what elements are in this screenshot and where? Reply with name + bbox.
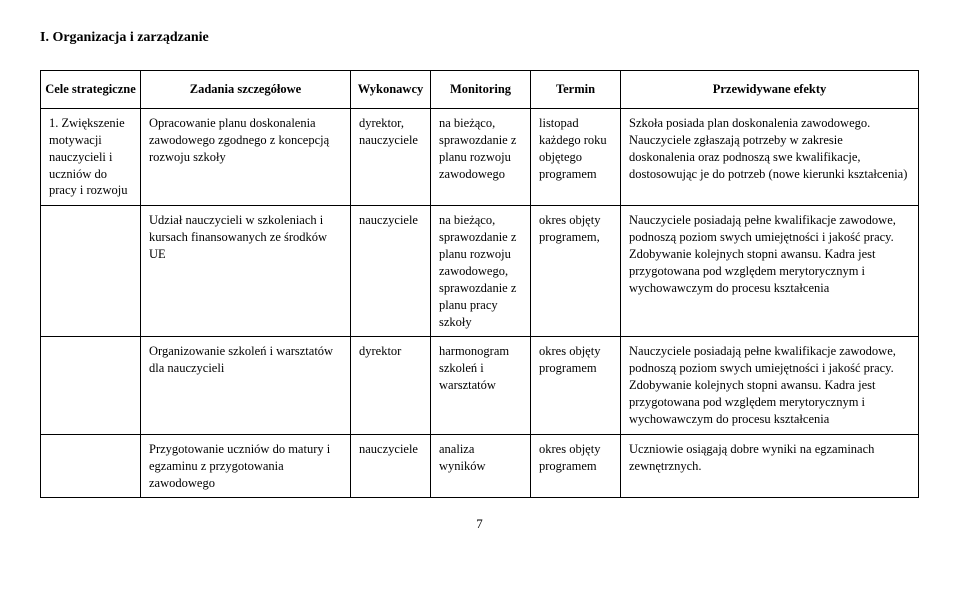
cell-termin: okres objęty programem,: [531, 206, 621, 337]
cell-zadania: Przygotowanie uczniów do matury i egzami…: [141, 434, 351, 498]
cell-wykonawcy: dyrektor: [351, 337, 431, 434]
table-row: Udział nauczycieli w szkoleniach i kursa…: [41, 206, 919, 337]
cell-efekty: Szkoła posiada plan doskonalenia zawodow…: [621, 108, 919, 205]
cell-efekty: Uczniowie osiągają dobre wyniki na egzam…: [621, 434, 919, 498]
cell-zadania: Udział nauczycieli w szkoleniach i kursa…: [141, 206, 351, 337]
header-cele: Cele strategiczne: [41, 71, 141, 109]
cell-zadania: Organizowanie szkoleń i warsztatów dla n…: [141, 337, 351, 434]
cell-cele: [41, 337, 141, 434]
page-number: 7: [40, 516, 919, 532]
cell-efekty: Nauczyciele posiadają pełne kwalifikacje…: [621, 337, 919, 434]
cell-termin: okres objęty programem: [531, 434, 621, 498]
table-row: Organizowanie szkoleń i warsztatów dla n…: [41, 337, 919, 434]
table-row: Przygotowanie uczniów do matury i egzami…: [41, 434, 919, 498]
cell-cele: 1. Zwiększenie motywacji nauczycieli i u…: [41, 108, 141, 205]
cell-monitoring: analiza wyników: [431, 434, 531, 498]
header-efekty: Przewidywane efekty: [621, 71, 919, 109]
cell-wykonawcy: dyrektor, nauczyciele: [351, 108, 431, 205]
cell-termin: listopad każdego roku objętego programem: [531, 108, 621, 205]
cell-zadania: Opracowanie planu doskonalenia zawodoweg…: [141, 108, 351, 205]
table-header-row: Cele strategiczne Zadania szczegółowe Wy…: [41, 71, 919, 109]
cell-cele: [41, 206, 141, 337]
cell-wykonawcy: nauczyciele: [351, 434, 431, 498]
cell-monitoring: na bieżąco, sprawozdanie z planu rozwoju…: [431, 108, 531, 205]
cell-termin: okres objęty programem: [531, 337, 621, 434]
header-zadania: Zadania szczegółowe: [141, 71, 351, 109]
section-title: I. Organizacja i zarządzanie: [40, 30, 919, 46]
cell-cele: [41, 434, 141, 498]
header-monitoring: Monitoring: [431, 71, 531, 109]
cell-wykonawcy: nauczyciele: [351, 206, 431, 337]
cell-monitoring: harmonogram szkoleń i warsztatów: [431, 337, 531, 434]
cell-efekty: Nauczyciele posiadają pełne kwalifikacje…: [621, 206, 919, 337]
header-wykonawcy: Wykonawcy: [351, 71, 431, 109]
cell-monitoring: na bieżąco, sprawozdanie z planu rozwoju…: [431, 206, 531, 337]
table-row: 1. Zwiększenie motywacji nauczycieli i u…: [41, 108, 919, 205]
main-table: Cele strategiczne Zadania szczegółowe Wy…: [40, 70, 919, 498]
header-termin: Termin: [531, 71, 621, 109]
